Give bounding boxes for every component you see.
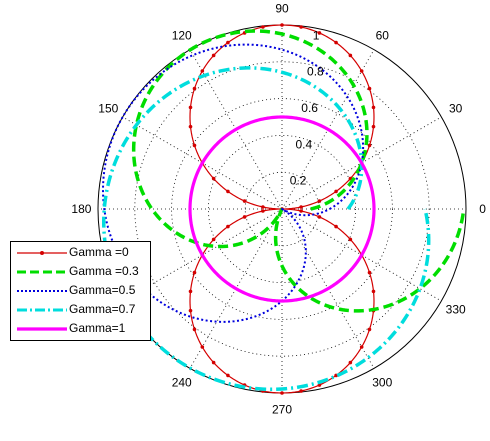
series-marker <box>334 40 338 45</box>
series-marker <box>299 389 303 393</box>
series-marker <box>317 31 322 35</box>
series-marker <box>348 237 353 242</box>
legend-entry: Gamma =0.3 <box>11 262 152 281</box>
grid-ring <box>134 61 430 357</box>
series-marker <box>192 86 197 91</box>
legend: Gamma =0 Gamma =0.3 Gamma=0.5 Gamma=0.7 … <box>10 241 151 341</box>
legend-label: Gamma=0.5 <box>69 283 136 297</box>
series-marker <box>188 105 193 110</box>
angle-tick-label: 330 <box>446 302 466 316</box>
series-marker <box>334 224 338 229</box>
angle-tick-label: 240 <box>172 376 192 390</box>
series-marker <box>200 69 205 73</box>
series-marker <box>348 360 353 365</box>
series-marker <box>367 86 372 91</box>
series-marker <box>367 270 372 275</box>
legend-entry: Gamma =0 <box>11 243 152 262</box>
series-curves <box>102 23 466 395</box>
series-marker <box>280 391 284 395</box>
angle-tick-label: 150 <box>98 102 118 116</box>
series-marker <box>192 327 197 332</box>
series-marker <box>280 23 284 27</box>
series-marker <box>371 124 376 129</box>
radius-tick-label: 0.4 <box>296 137 313 151</box>
series-marker <box>317 215 322 219</box>
series-marker <box>348 53 353 58</box>
series-marker <box>299 209 303 213</box>
legend-label: Gamma=1 <box>69 321 126 335</box>
legend-label: Gamma=0.7 <box>69 302 136 316</box>
series-marker <box>226 373 230 378</box>
legend-entry: Gamma=1 <box>11 319 152 338</box>
legend-label: Gamma =0.3 <box>69 264 139 278</box>
series-marker <box>299 25 303 29</box>
series-marker <box>367 143 372 148</box>
angle-tick-label: 60 <box>376 28 390 42</box>
radius-tick-label: 0.8 <box>307 65 324 79</box>
angle-tick-label: 300 <box>372 376 392 390</box>
legend-swatch <box>17 308 67 312</box>
series-marker <box>192 143 197 148</box>
series-marker <box>211 237 216 242</box>
series-marker <box>317 199 322 203</box>
legend-entry: Gamma=0.5 <box>11 281 152 300</box>
series-line <box>131 29 466 313</box>
series-line <box>188 115 376 303</box>
grid-ring <box>244 171 320 247</box>
legend-label: Gamma =0 <box>69 245 129 259</box>
series-marker <box>200 345 205 349</box>
legend-swatch <box>17 290 67 292</box>
series-marker <box>371 289 376 294</box>
tick-labels: 0 30 60 90 120 150 180 240 270 300 330 0.2 0.4 0.6 0.8… <box>71 1 486 416</box>
series-line <box>102 66 431 392</box>
legend-swatch <box>17 327 67 331</box>
series-marker <box>226 189 230 194</box>
grid-ring <box>207 134 356 283</box>
series-marker <box>211 176 216 181</box>
series-marker <box>334 189 338 194</box>
series-marker <box>242 199 247 203</box>
series-marker <box>242 215 247 219</box>
legend-entry: Gamma=0.7 <box>11 300 152 319</box>
angle-tick-label: 270 <box>272 403 292 417</box>
series-marker <box>261 209 265 213</box>
series-marker <box>261 205 265 209</box>
series-marker <box>211 53 216 58</box>
series-marker <box>359 345 364 349</box>
angle-tick-label: 30 <box>449 102 463 116</box>
series-marker <box>188 289 193 294</box>
legend-swatch <box>17 270 67 274</box>
angle-tick-label: 90 <box>275 1 289 15</box>
radius-tick-label: 1 <box>313 28 320 42</box>
series-marker <box>226 40 230 45</box>
series-marker <box>211 360 216 365</box>
series-marker <box>371 105 376 110</box>
series-marker <box>188 308 193 313</box>
series-line <box>102 43 365 323</box>
angle-tick-label: 0 <box>479 202 486 216</box>
radius-tick-label: 0.2 <box>290 174 307 188</box>
legend-swatch <box>17 251 67 255</box>
radius-tick-label: 0.6 <box>301 101 318 115</box>
series-marker <box>188 124 193 129</box>
series-marker <box>261 25 265 29</box>
series-marker <box>367 327 372 332</box>
grid-ring <box>171 98 393 320</box>
angle-tick-label: 180 <box>71 202 91 216</box>
series-marker <box>359 69 364 73</box>
series-marker <box>299 205 303 209</box>
series-marker <box>192 270 197 275</box>
angle-tick-label: 120 <box>172 28 192 42</box>
series-marker <box>226 224 230 229</box>
